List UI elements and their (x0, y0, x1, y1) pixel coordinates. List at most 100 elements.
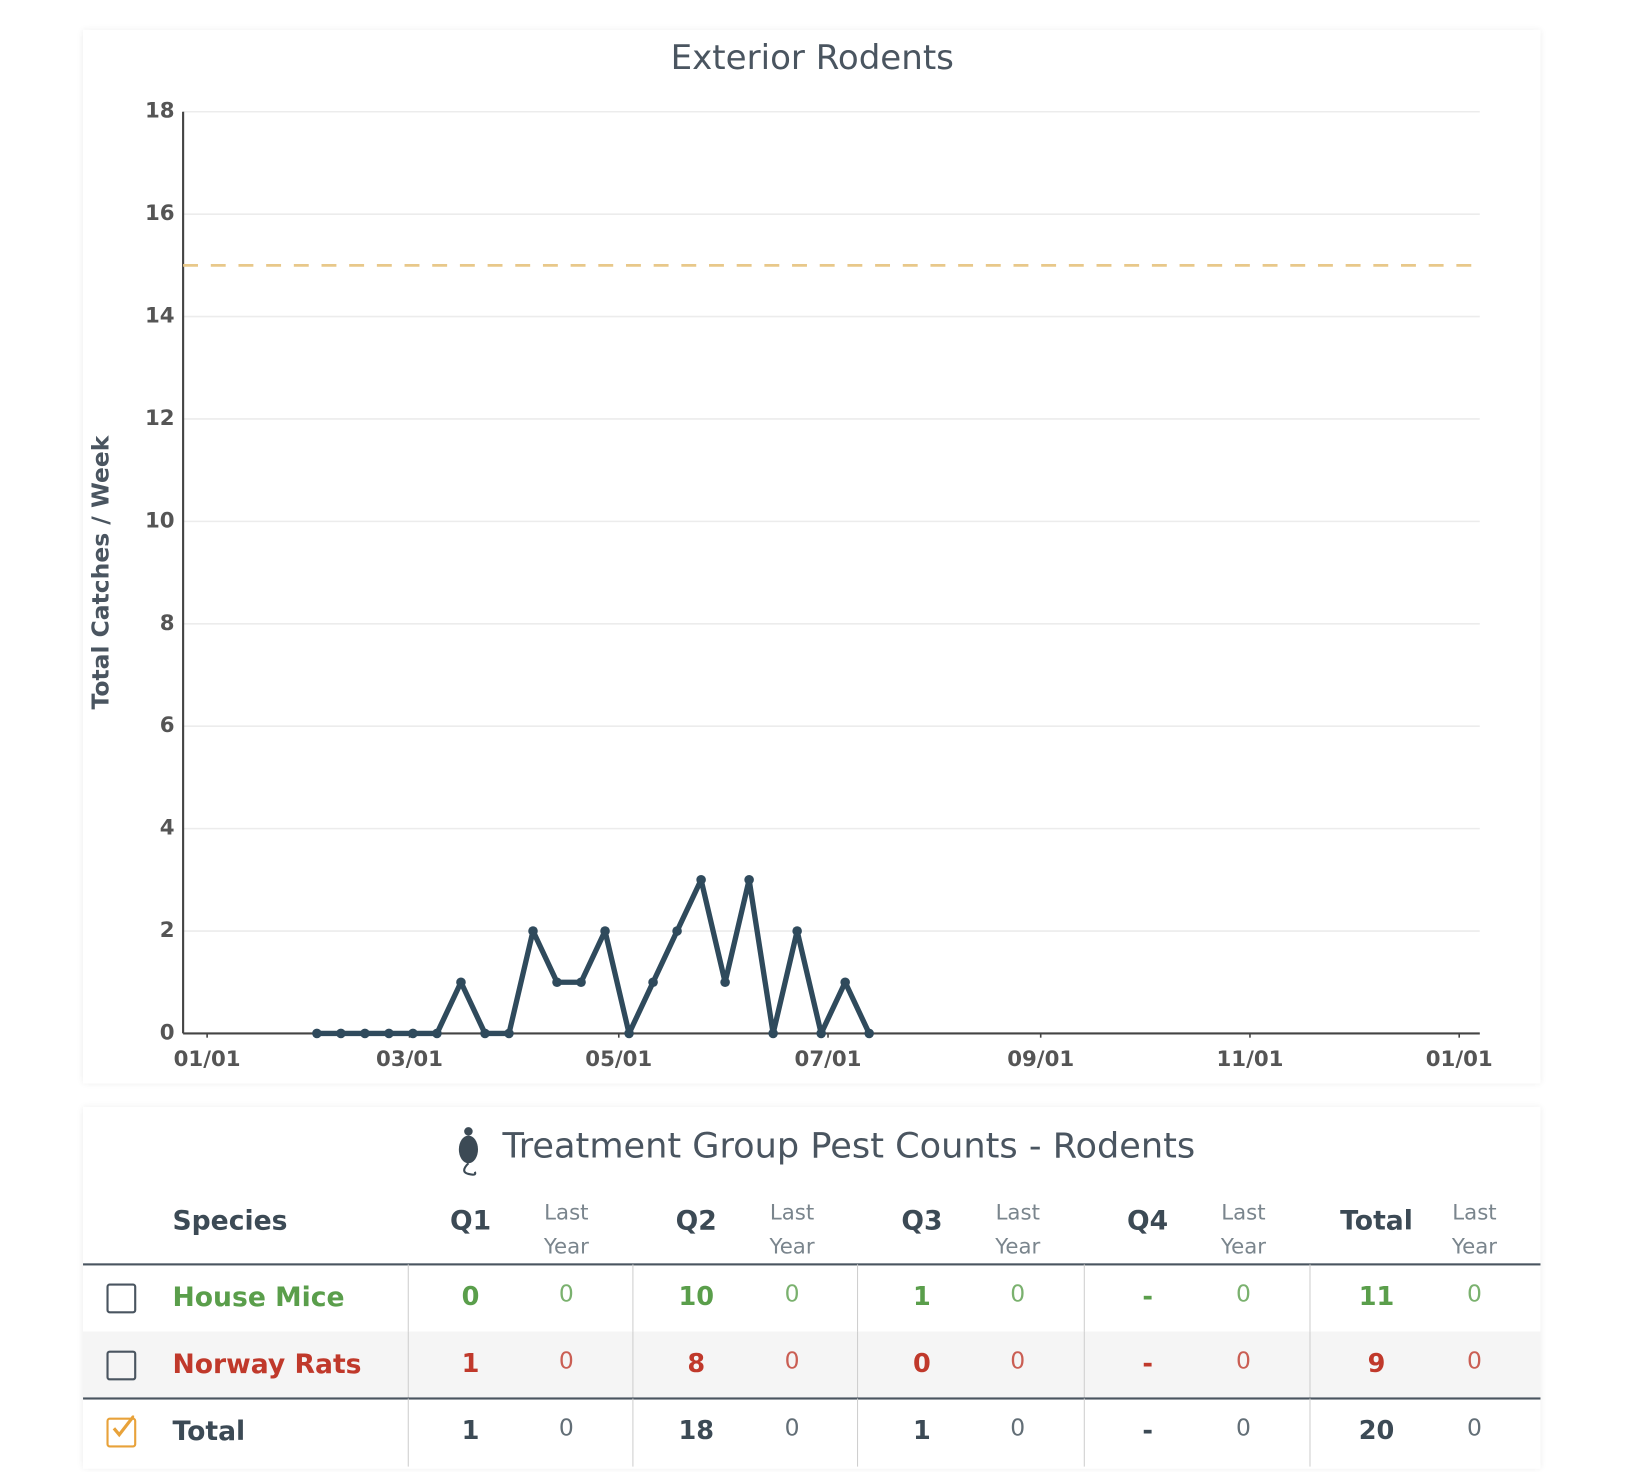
x-tick-label: 03/01 (376, 1047, 443, 1072)
cell: 8 (687, 1347, 706, 1378)
column-header: Last Year (543, 1199, 589, 1260)
column-separator (632, 1331, 634, 1399)
table-title: Treatment Group Pest Counts - Rodents (501, 1125, 1195, 1166)
cell: 0 (558, 1280, 574, 1308)
column-separator (857, 1264, 859, 1332)
column-header: Q2 (675, 1204, 717, 1236)
cell: 1 (913, 1280, 931, 1311)
column-separator (1309, 1331, 1311, 1399)
table-card (83, 1106, 1541, 1469)
y-tick-label: 4 (160, 816, 175, 841)
point (816, 1028, 826, 1039)
x-tick-label: 01/01 (1426, 1047, 1493, 1072)
species: House Mice (172, 1280, 345, 1312)
y-tick-label: 0 (160, 1020, 175, 1045)
cell: 1 (461, 1415, 480, 1446)
point (624, 1028, 634, 1039)
column-separator (1309, 1264, 1311, 1332)
point (456, 977, 466, 988)
cell: 0 (1236, 1280, 1251, 1308)
cell: 1 (913, 1415, 931, 1446)
cell: 9 (1367, 1347, 1386, 1378)
point (648, 977, 658, 988)
x-tick-label: 01/01 (174, 1047, 241, 1072)
cell: 0 (1467, 1347, 1482, 1375)
header-border (83, 1263, 1541, 1266)
column-separator (632, 1398, 634, 1467)
column-separator (857, 1398, 859, 1467)
point (672, 926, 682, 936)
series-line (316, 877, 872, 1037)
mouse-icon (458, 1127, 479, 1176)
y-tick-label: 14 (145, 304, 175, 329)
y-tick-label: 16 (145, 201, 175, 226)
checkbox[interactable] (106, 1283, 137, 1313)
point (792, 926, 802, 936)
species: Total (172, 1415, 246, 1447)
cell: 1 (461, 1347, 480, 1378)
cell: 0 (784, 1347, 800, 1375)
column-separator (857, 1331, 859, 1399)
y-tick-label: 8 (160, 611, 175, 636)
cell: - (1142, 1415, 1153, 1446)
point (864, 1028, 874, 1039)
cell: - (1142, 1280, 1153, 1311)
checkbox[interactable] (106, 1415, 137, 1448)
column-header: Q4 (1127, 1204, 1169, 1236)
point (720, 977, 730, 988)
cell: 0 (1236, 1347, 1251, 1375)
point (600, 926, 610, 936)
chart-card (83, 29, 1541, 1084)
cell: 0 (1236, 1415, 1251, 1443)
cell: 18 (678, 1415, 715, 1446)
point (360, 1028, 370, 1039)
column-separator (632, 1264, 634, 1332)
cell: 0 (558, 1415, 574, 1443)
cell: 20 (1358, 1415, 1395, 1446)
cell: 0 (1467, 1415, 1482, 1443)
column-header: Q1 (449, 1204, 492, 1236)
chart-title: Exterior Rodents (671, 38, 954, 78)
column-separator (1309, 1398, 1311, 1467)
point (552, 977, 562, 988)
cell: 0 (1010, 1415, 1026, 1443)
point (744, 875, 754, 885)
cell: 0 (1467, 1280, 1482, 1308)
y-tick-label: 18 (145, 99, 175, 124)
column-separator (1083, 1264, 1085, 1332)
column-header: Last Year (1220, 1199, 1266, 1260)
point (384, 1028, 394, 1039)
column-header: Last Year (995, 1199, 1041, 1260)
column-separator (407, 1398, 409, 1467)
column-header: Total (1340, 1204, 1413, 1236)
cell: 0 (1010, 1280, 1026, 1308)
column-header: Last Year (1451, 1199, 1498, 1260)
column-separator (407, 1331, 409, 1399)
x-tick-label: 09/01 (1007, 1047, 1074, 1072)
point (336, 1028, 346, 1039)
point (768, 1028, 778, 1039)
point (696, 875, 706, 885)
point (480, 1028, 490, 1039)
cell: 0 (1010, 1347, 1026, 1375)
point (504, 1028, 514, 1039)
column-header: Last Year (769, 1199, 815, 1260)
cell: - (1142, 1347, 1153, 1378)
cell: 0 (558, 1347, 574, 1375)
column-separator (407, 1264, 409, 1332)
cell: 11 (1358, 1280, 1395, 1311)
cell: 0 (784, 1415, 800, 1443)
y-tick-label: 10 (145, 508, 175, 533)
cell: 0 (913, 1347, 931, 1378)
y-tick-label: 6 (160, 713, 175, 738)
row-border (83, 1397, 1541, 1400)
point (312, 1028, 322, 1039)
point (528, 926, 538, 936)
cell: 0 (784, 1280, 800, 1308)
checkbox[interactable] (106, 1350, 137, 1380)
y-tick-label: 12 (145, 406, 175, 431)
x-tick-label: 11/01 (1216, 1047, 1283, 1072)
cell: 10 (678, 1280, 715, 1311)
